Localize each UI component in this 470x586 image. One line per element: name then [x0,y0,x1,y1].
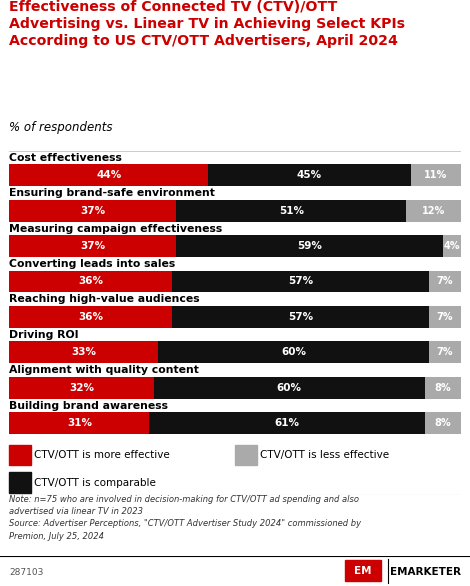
Text: 57%: 57% [288,312,313,322]
Bar [154,377,424,398]
Text: 11%: 11% [424,171,447,180]
Bar [424,377,461,398]
Bar [424,412,461,434]
Bar [407,200,461,222]
Text: Cost effectiveness: Cost effectiveness [9,153,122,163]
Text: 60%: 60% [277,383,302,393]
Bar [235,445,257,465]
Text: 36%: 36% [78,312,103,322]
Text: 7%: 7% [437,277,453,287]
Bar [9,341,158,363]
Bar [208,165,411,186]
Text: Converting leads into sales: Converting leads into sales [9,259,176,269]
Text: Reaching high-value audiences: Reaching high-value audiences [9,295,200,305]
Bar [149,412,424,434]
Text: 7%: 7% [437,312,453,322]
Text: 12%: 12% [422,206,445,216]
Text: CTV/OTT is less effective: CTV/OTT is less effective [260,449,389,459]
Text: 61%: 61% [274,418,299,428]
Text: Effectiveness of Connected TV (CTV)/OTT
Advertising vs. Linear TV in Achieving S: Effectiveness of Connected TV (CTV)/OTT … [9,0,406,47]
Text: 31%: 31% [67,418,92,428]
Bar [176,235,443,257]
Text: 59%: 59% [297,241,322,251]
Text: 7%: 7% [437,347,453,357]
Bar [411,165,461,186]
Text: EM: EM [354,565,372,576]
Text: Alignment with quality content: Alignment with quality content [9,365,199,375]
Bar [9,412,149,434]
Text: % of respondents: % of respondents [9,121,113,134]
Bar [9,377,154,398]
Bar [172,306,429,328]
Text: 287103: 287103 [9,568,44,577]
Text: Measuring campaign effectiveness: Measuring campaign effectiveness [9,224,223,234]
Bar [345,560,381,581]
Text: 8%: 8% [434,418,451,428]
Text: Note: n=75 who are involved in decision-making for CTV/OTT ad spending and also
: Note: n=75 who are involved in decision-… [9,495,361,541]
Text: 8%: 8% [434,383,451,393]
Text: 32%: 32% [69,383,94,393]
Text: 37%: 37% [80,241,105,251]
Text: 4%: 4% [443,241,460,251]
Bar [172,271,429,292]
Text: 60%: 60% [281,347,306,357]
Bar [176,200,407,222]
Text: 44%: 44% [96,171,121,180]
Text: Ensuring brand-safe environment: Ensuring brand-safe environment [9,188,215,198]
Bar [9,472,31,492]
Text: CTV/OTT is more effective: CTV/OTT is more effective [34,449,170,459]
Text: 36%: 36% [78,277,103,287]
Text: 37%: 37% [80,206,105,216]
Bar [429,271,461,292]
Text: EMARKETER: EMARKETER [390,567,461,577]
Text: 33%: 33% [71,347,96,357]
Text: 45%: 45% [297,171,322,180]
Bar [9,271,172,292]
Bar [429,341,461,363]
Text: 51%: 51% [279,206,304,216]
Bar [158,341,429,363]
Bar [9,200,176,222]
Text: Driving ROI: Driving ROI [9,330,79,340]
Bar [429,306,461,328]
Bar [443,235,461,257]
Text: Building brand awareness: Building brand awareness [9,401,168,411]
Bar [9,165,208,186]
Bar [9,235,176,257]
Text: CTV/OTT is comparable: CTV/OTT is comparable [34,478,156,488]
Bar [9,306,172,328]
Text: 57%: 57% [288,277,313,287]
Bar [9,445,31,465]
